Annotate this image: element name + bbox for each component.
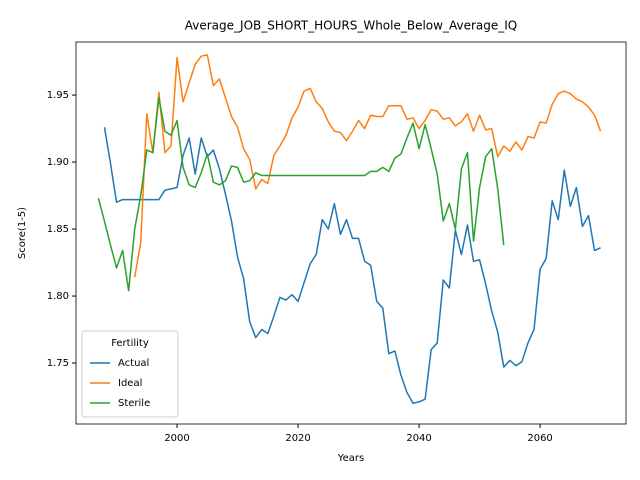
y-tick-label: 1.75 [47, 358, 69, 369]
x-tick-label: 2060 [527, 433, 552, 444]
legend-box [81, 330, 179, 418]
legend: Fertility Actual Ideal Sterile [81, 330, 179, 418]
y-tick-label: 1.80 [47, 291, 69, 302]
x-tick-label: 2020 [285, 433, 310, 444]
y-tick-label: 1.95 [47, 90, 69, 101]
legend-title: Fertility [111, 338, 149, 349]
legend-label: Sterile [118, 398, 150, 409]
line-series [97, 96, 505, 292]
y-tick-label: 1.90 [47, 157, 69, 168]
plot-frame [75, 41, 627, 425]
line-series [103, 127, 601, 404]
x-tick-label: 2040 [406, 433, 431, 444]
y-axis-label: Score(1-5) [17, 207, 28, 259]
legend-label: Ideal [118, 378, 142, 389]
line-series [133, 54, 602, 278]
y-tick-label: 1.85 [47, 224, 69, 235]
chart-title: Average_JOB_SHORT_HOURS_Whole_Below_Aver… [185, 19, 517, 33]
x-tick-label: 2000 [164, 433, 189, 444]
x-axis-label: Years [337, 453, 364, 464]
legend-label: Actual [118, 358, 149, 369]
